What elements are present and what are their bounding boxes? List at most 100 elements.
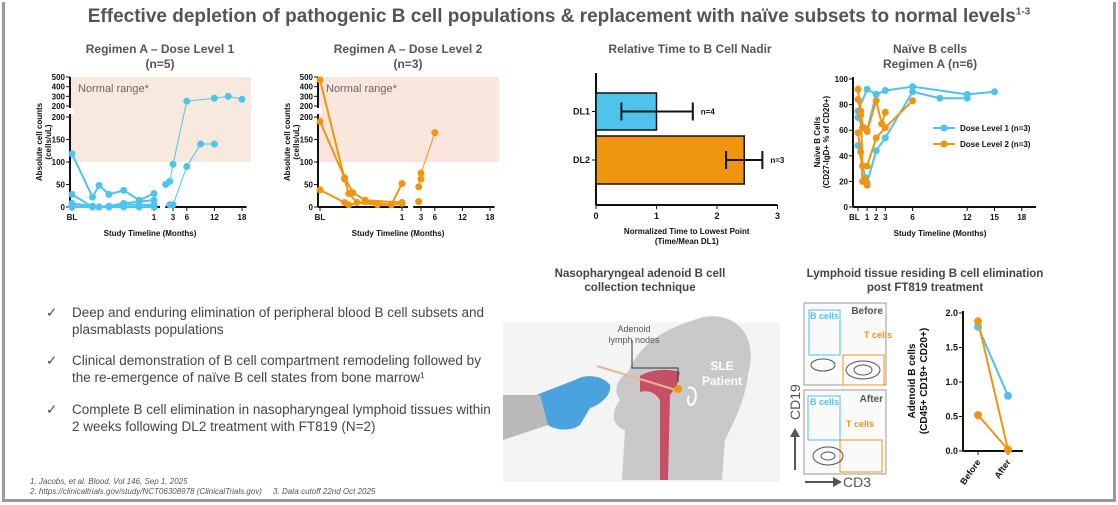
y-tick-label: 0 [61,203,66,212]
data-point [316,186,324,194]
data-point [345,201,353,209]
data-point [936,94,944,102]
data-point [166,177,174,185]
x-tick-label: 6 [433,213,438,222]
y-tick-label: 60 [839,126,848,135]
data-point [861,175,869,183]
data-point [417,175,425,183]
cd19-arrowhead-icon [790,428,800,437]
y-axis-label-2: (CD45+ CD19+ CD20+) [919,328,930,434]
y-tick-label: 100 [300,158,314,167]
data-point [909,97,917,105]
title-superscript: 1-3 [1015,6,1031,18]
chart2-title: Regimen A – Dose Level 2 (n=3) [308,42,508,72]
reference-1: 1. Jacobs, et al. Blood. Vol 146, Sep 1,… [30,477,188,486]
patient-label-l2: Patient [702,374,742,388]
flow-panel-after: B cells T cells After [803,389,887,475]
chart4-title-l1: Naïve B cells [892,42,968,56]
data-point [872,134,880,142]
series-line [977,414,1009,451]
x-tick-label: 3 [419,213,424,222]
gloved-hand-icon [532,376,611,430]
data-point [863,181,871,189]
y-tick-label: 300 [52,92,66,101]
y-tick-label: 0 [844,203,849,212]
data-point [361,198,369,206]
data-point [431,129,439,137]
data-point [349,189,357,197]
t-cell-gate-after [839,439,883,473]
y-tick-label: 400 [300,83,314,92]
data-point [183,97,191,105]
cd3-arrowhead-icon [833,477,842,487]
data-point [224,92,232,100]
t-cell-gate-before [842,354,885,386]
x-tick-label: 1 [865,213,870,222]
y-tick-label: 50 [56,181,65,190]
data-point [150,203,158,211]
y-tick-label: 40 [839,152,848,161]
x-tick-label: 3 [171,213,176,222]
x-tick-label: 1 [152,213,157,222]
x-tick-label: 6 [910,213,915,222]
x-tick-label: 12 [210,213,219,222]
normal-range-label: Normal range* [78,83,150,95]
chart1-title-l2: (n=5) [145,57,175,71]
nasopharyngeal-illustration: Adenoid lymph nodes SLE Patient [503,316,780,482]
x-tick-label: 18 [1017,213,1026,222]
ear-icon [686,386,697,406]
swab-icon [596,365,677,391]
axis-break-icon [66,108,74,114]
data-point [183,163,191,170]
y-axis-label: Absolute cell counts [35,102,44,181]
flow-plot-after [803,389,887,475]
chart-5: 0.0 0.5 1.0 1.5 2.0 Before After Adenoid B cell… [907,308,1023,487]
data-point [863,127,871,135]
data-point [417,169,425,177]
y-tick-label: 400 [52,83,66,92]
data-point [316,118,324,125]
data-point [68,203,76,211]
normal-range-band [319,77,499,162]
x-tick-label: BL [849,213,860,222]
data-point [872,147,880,155]
y-tick-label: 500 [52,73,66,82]
y-tick-label: 1.5 [945,343,958,353]
x-tick-label: 3 [775,211,780,221]
bullet-1-text: Deep and enduring elimination of periphe… [72,305,485,337]
data-point [120,203,128,211]
data-point [974,317,982,326]
contour-after [812,446,844,466]
data-point [1004,445,1012,454]
t-cell-contour-inner-before [853,364,873,376]
y-tick-label: 80 [839,101,848,110]
axis-break-icon [314,108,322,114]
x-tick-label: 0 [593,211,598,221]
data-point [316,76,324,84]
x-tick-label: 3 [883,213,888,222]
data-point [169,160,177,168]
x-tick-label: 1 [400,213,405,222]
data-point [95,203,103,211]
y-axis-label-unit: (cells/uL) [44,124,53,159]
y-tick-label: 100 [835,75,849,84]
b-cell-gate-after [807,395,841,441]
pointer-line [631,340,679,382]
x-axis-label: Normalized Time to Lowest Point [624,227,750,236]
y-tick-label: 20 [839,177,848,186]
illustration-title: Nasopharyngeal adenoid B cell collection … [540,267,740,295]
chart-3: n=4 DL1 n=3 DL2 0 1 2 3 Normalized Time to Lowes… [573,73,785,246]
chart4-title: Naïve B cells Regimen A (n=6) [840,42,1020,72]
lymphoid-title-l1: Lymphoid tissue residing B cell eliminat… [806,268,1044,280]
data-point [881,87,889,95]
bullet-2-text: Clinical demonstration of B cell compart… [72,353,481,385]
series-line [977,321,1009,450]
category-label: DL1 [573,107,590,117]
flow-plot-before [803,302,887,386]
chart2-title-l1: Regimen A – Dose Level 2 [333,42,483,56]
data-point [135,198,143,206]
data-point [872,97,880,105]
t-cell-contour-before [845,360,881,380]
data-point [210,94,218,102]
